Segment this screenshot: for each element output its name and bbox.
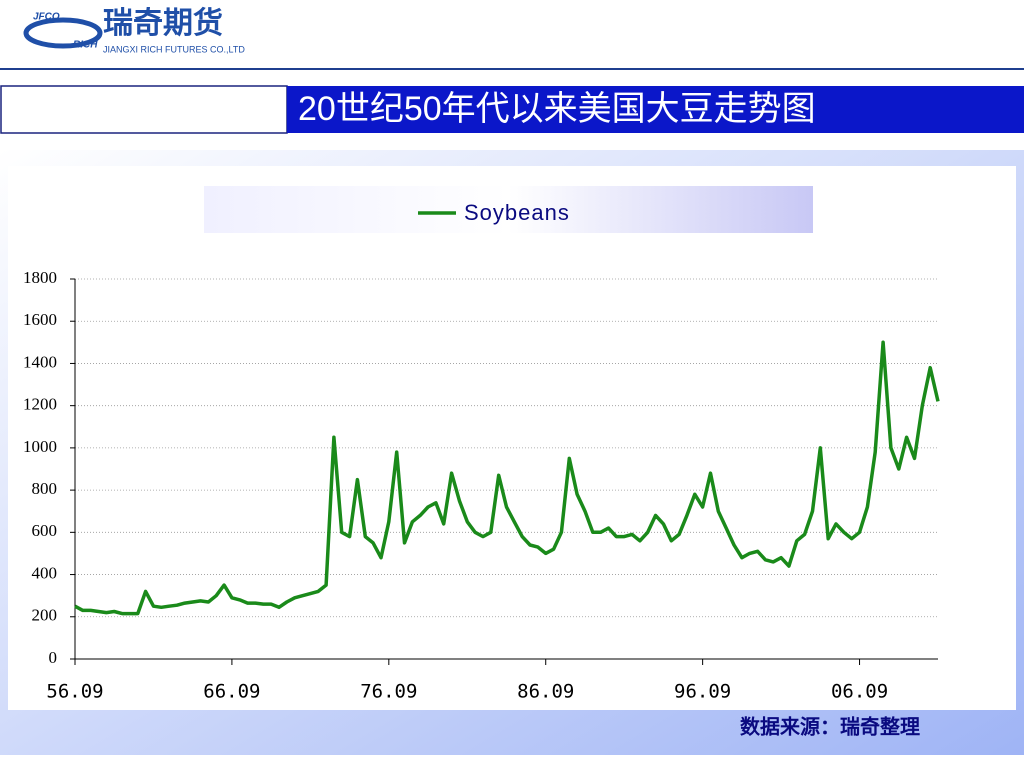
y-tick-label: 1200 — [23, 395, 57, 414]
slide-title: 20世纪50年代以来美国大豆走势图 — [298, 90, 816, 128]
title-bar — [287, 86, 1024, 133]
logo-sub: JIANGXI RICH FUTURES CO.,LTD — [103, 44, 245, 54]
logo-mark: JFCO — [33, 12, 60, 23]
logo-ring — [23, 17, 103, 49]
y-tick-label: 1400 — [23, 352, 57, 371]
y-tick-label: 600 — [32, 521, 58, 540]
legend-label: Soybeans — [464, 200, 570, 225]
logo-mark: RICH — [73, 40, 98, 51]
x-tick-label: 96.09 — [674, 681, 731, 703]
y-tick-label: 1600 — [23, 310, 57, 329]
x-tick-label: 56.09 — [46, 681, 103, 703]
y-tick-label: 1000 — [23, 437, 57, 456]
y-tick-label: 0 — [49, 648, 58, 667]
x-tick-label: 06.09 — [831, 681, 888, 703]
chart: 0 200 400 600 800 1000 1200 1400 1600 1800 56.09 66… — [23, 200, 940, 703]
x-tick-label: 86.09 — [517, 681, 574, 703]
y-tick-label: 800 — [32, 479, 58, 498]
line — [74, 340, 940, 616]
legend-box — [204, 186, 813, 233]
y-tick-label: 1800 — [23, 268, 57, 287]
y-tick-label: 200 — [32, 606, 58, 625]
source-note: 数据来源：瑞奇整理 — [740, 715, 920, 739]
plot-panel — [8, 166, 1016, 710]
x-tick-label: 76.09 — [360, 681, 417, 703]
logo-name: 瑞奇期货 — [103, 6, 223, 40]
x-tick-label: 66.09 — [203, 681, 260, 703]
title-box — [0, 85, 288, 134]
y-tick-label: 400 — [32, 563, 58, 582]
